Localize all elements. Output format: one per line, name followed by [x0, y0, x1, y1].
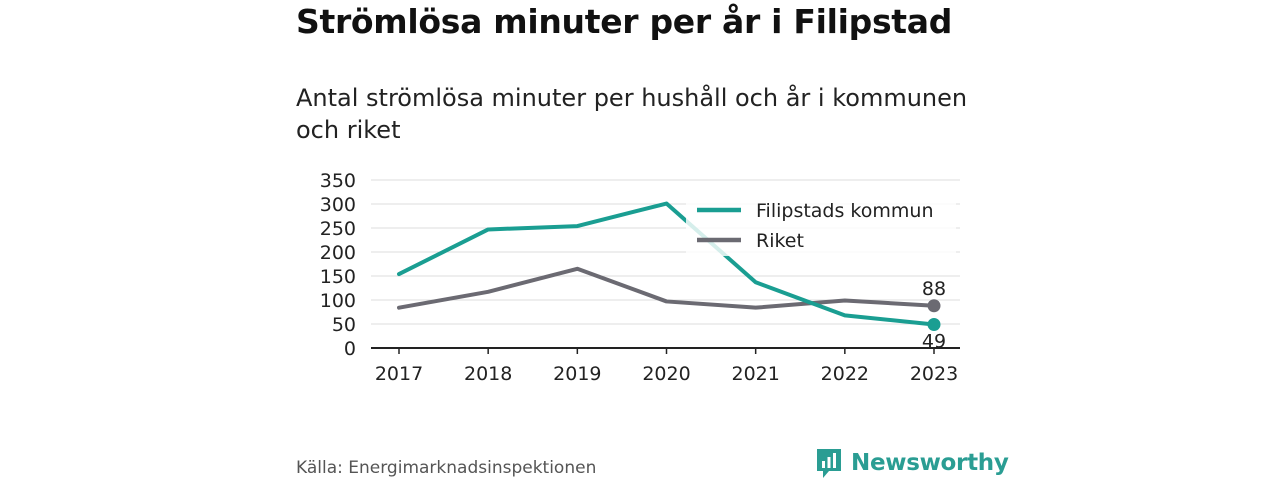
y-tick-label: 0: [344, 338, 356, 360]
series-line: [397, 201, 936, 327]
legend-background: [686, 194, 956, 256]
y-tick-label: 250: [320, 218, 356, 240]
y-tick-label: 100: [320, 290, 356, 312]
chart-title: Strömlösa minuter per år i Filipstad: [296, 2, 953, 41]
bar-chart-logo-icon: [817, 449, 841, 478]
x-tick-label: 2022: [821, 363, 869, 385]
x-tick-label: 2021: [731, 363, 779, 385]
y-tick-label: 150: [320, 266, 356, 288]
brand-name: Newsworthy: [851, 450, 1009, 476]
legend: Filipstads kommun Riket: [686, 194, 956, 256]
y-tick-label: 50: [332, 314, 356, 336]
end-value-label: 49: [922, 330, 946, 352]
y-tick-label: 350: [320, 170, 356, 192]
x-tick-label: 2018: [464, 363, 512, 385]
x-tick-label: 2019: [553, 363, 601, 385]
brand-logo: Newsworthy: [815, 447, 1009, 479]
series-line: [397, 266, 936, 310]
end-point: [927, 317, 941, 331]
x-tick-label: 2023: [910, 363, 958, 385]
x-tick-label: 2017: [375, 363, 423, 385]
legend-label: Riket: [756, 230, 804, 252]
x-axis: 2017 2018 2019 2020 2021 2022 2023: [371, 347, 960, 385]
y-tick-label: 300: [320, 194, 356, 216]
end-labels: 88 49: [922, 278, 946, 353]
end-value-label: 88: [922, 278, 946, 300]
x-tick-label: 2020: [642, 363, 690, 385]
end-point: [927, 299, 941, 313]
source-note: Källa: Energimarknadsinspektionen: [296, 458, 597, 478]
series-lines: [397, 201, 936, 327]
chart-subtitle: Antal strömlösa minuter per hushåll och …: [296, 84, 968, 144]
legend-label: Filipstads kommun: [756, 200, 934, 222]
y-tick-label: 200: [320, 242, 356, 264]
